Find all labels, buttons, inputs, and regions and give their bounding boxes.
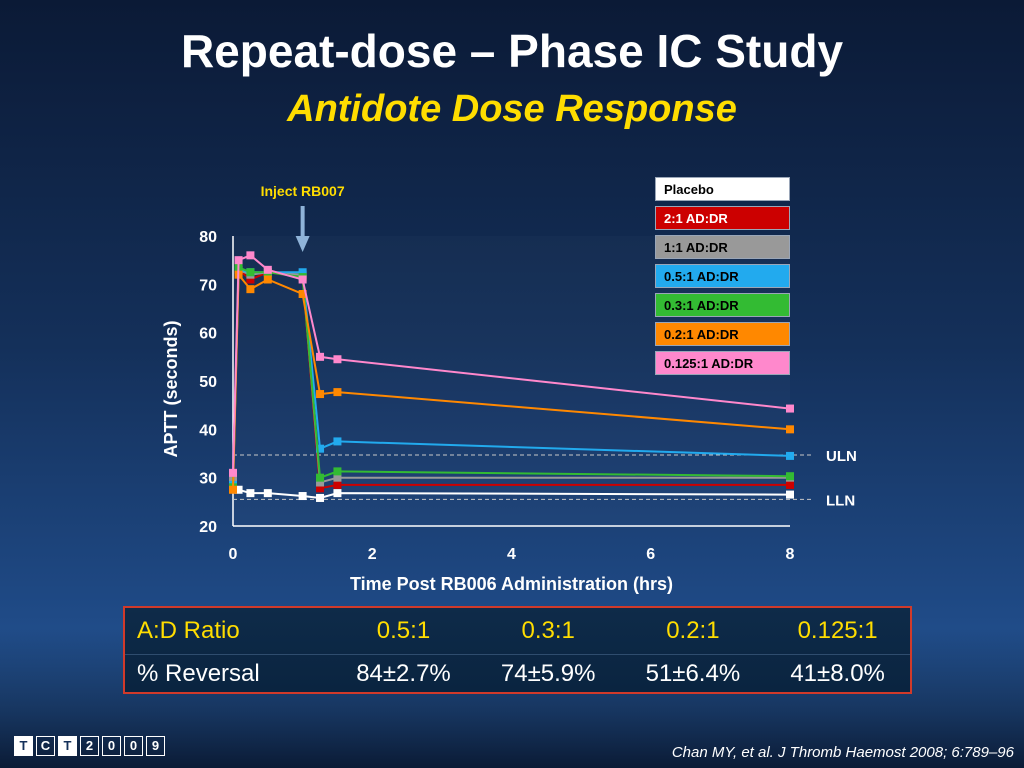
data-point [298, 275, 307, 284]
data-point [786, 490, 794, 499]
ratio-row: A:D Ratio 0.5:1 0.3:1 0.2:1 0.125:1 [125, 608, 910, 655]
data-point [786, 404, 794, 413]
data-point [333, 437, 342, 446]
x-tick-label: 0 [229, 546, 238, 563]
data-point [786, 425, 794, 434]
x-tick-label: 2 [368, 546, 377, 563]
aptt-line-chart: 20 30 40 50 60 70 80 0 2 4 6 8 Time Post RB006 Admin… [161, 183, 857, 594]
data-point [333, 388, 342, 397]
data-point [263, 275, 272, 284]
ratio-cell: 0.3:1 [475, 608, 621, 655]
data-point [263, 489, 272, 498]
data-point [234, 256, 243, 265]
logo-letter: T [14, 736, 33, 756]
lln-label: LLN [826, 492, 855, 509]
data-point [246, 268, 255, 277]
data-point [298, 290, 307, 298]
data-point [263, 265, 272, 274]
data-point [316, 493, 325, 502]
logo-letter: 0 [102, 736, 121, 756]
y-tick-label: 50 [199, 374, 217, 391]
ratio-label: A:D Ratio [125, 608, 332, 655]
reversal-cell: 51±6.4% [645, 659, 741, 687]
data-point [786, 472, 794, 481]
reversal-table: A:D Ratio 0.5:1 0.3:1 0.2:1 0.125:1 % Re… [123, 606, 912, 694]
legend-entry: 2:1 AD:DR [655, 206, 790, 230]
data-point [333, 355, 342, 364]
logo-letter: 2 [80, 736, 99, 756]
x-tick-label: 8 [786, 546, 795, 563]
data-point [298, 492, 307, 501]
data-point [316, 352, 325, 361]
x-tick-label: 4 [507, 546, 516, 563]
logo-letter: C [36, 736, 55, 756]
logo-letter: 9 [146, 736, 165, 756]
data-point [229, 468, 237, 477]
data-point [316, 444, 325, 453]
slide-title: Repeat-dose – Phase IC Study [180, 25, 844, 77]
data-point [333, 467, 342, 476]
y-tick-label: 40 [199, 422, 217, 439]
logo-letter: 0 [124, 736, 143, 756]
y-tick-label: 30 [199, 471, 217, 488]
data-point [316, 390, 325, 399]
data-point [246, 285, 255, 294]
reversal-row: % Reversal 84±2.7% 74±5.9% 51±6.4% 41±8.… [125, 655, 910, 693]
y-tick-label: 60 [199, 326, 217, 343]
data-point [786, 480, 794, 489]
y-tick-label: 20 [199, 519, 217, 536]
logo-letter: T [58, 736, 77, 756]
data-point [316, 478, 325, 487]
legend-entry: 0.5:1 AD:DR [655, 264, 790, 288]
data-point [298, 268, 307, 277]
inject-label: Inject RB007 [261, 183, 345, 199]
x-axis-title: Time Post RB006 Administration (hrs) [350, 574, 673, 594]
data-point [333, 489, 342, 498]
y-tick-label: 70 [199, 277, 217, 294]
data-point [316, 484, 325, 493]
legend-entry: 0.2:1 AD:DR [655, 322, 790, 346]
data-point [786, 451, 794, 460]
data-point [234, 485, 243, 494]
data-point [316, 473, 325, 482]
y-tick-label: 80 [199, 229, 217, 246]
uln-label: ULN [826, 448, 857, 465]
data-point [333, 473, 342, 482]
data-point [333, 480, 342, 489]
legend-entry: 0.125:1 AD:DR [655, 351, 790, 375]
slide-subtitle: Antidote Dose Response [287, 88, 737, 130]
reversal-label: % Reversal [137, 659, 260, 687]
inject-arrow-head [295, 236, 310, 252]
legend-entry: Placebo [655, 177, 790, 201]
reversal-cell: 41±8.0% [790, 659, 885, 687]
ratio-cell: 0.5:1 [331, 608, 476, 655]
ratio-cell: 0.2:1 [620, 608, 766, 655]
reversal-cell: 84±2.7% [356, 659, 451, 687]
legend-entry: 0.3:1 AD:DR [655, 293, 790, 317]
x-tick-label: 6 [646, 546, 655, 563]
tct-2009-logo: T C T 2 0 0 9 [14, 736, 165, 756]
data-point [229, 485, 237, 494]
legend-entry: 1:1 AD:DR [655, 235, 790, 259]
citation-text: Chan MY, et al. J Thromb Haemost 2008; 6… [671, 744, 1014, 761]
y-axis-title: APTT (seconds) [161, 320, 181, 457]
ratio-cell: 0.125:1 [765, 608, 910, 655]
data-point [246, 251, 255, 260]
data-point [246, 489, 255, 498]
reversal-cell: 74±5.9% [500, 659, 596, 687]
data-point [246, 275, 255, 284]
